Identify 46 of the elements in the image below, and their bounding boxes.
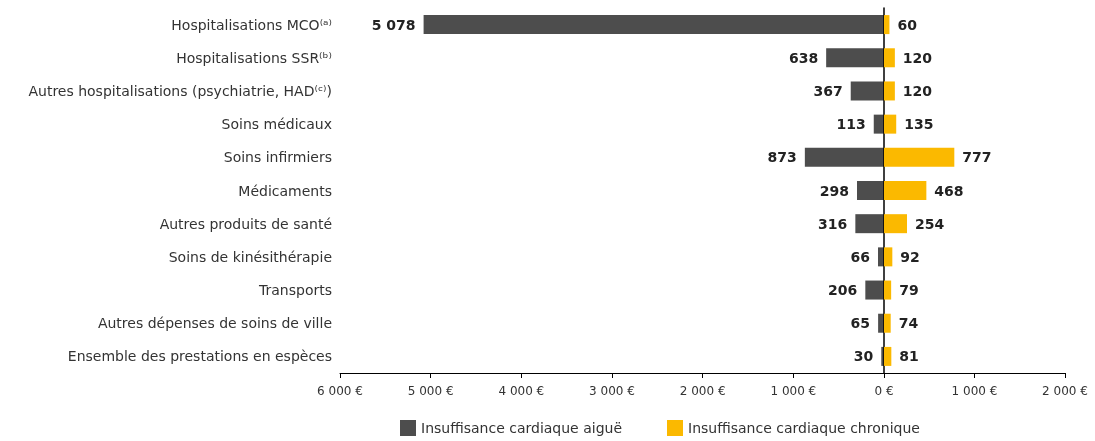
data-label: 316 (818, 215, 848, 232)
y-tick-label: Transports (258, 282, 332, 299)
data-label: 5 078 (371, 16, 416, 33)
data-label: 873 (767, 149, 797, 166)
data-label: 135 (904, 116, 934, 133)
y-tick-label: Ensemble des prestations en espèces (67, 348, 332, 365)
data-label: 92 (900, 248, 920, 265)
x-tick-label: 6 000 € (317, 384, 363, 398)
y-tick-label: Autres produits de santé (159, 215, 332, 232)
data-label: 74 (898, 315, 919, 332)
x-tick-label: 1 000 € (951, 384, 998, 398)
data-label: 81 (899, 348, 919, 365)
x-tick-label: 1 000 € (770, 384, 817, 398)
data-label: 777 (962, 149, 992, 166)
x-tick-label: 3 000 € (589, 384, 635, 398)
x-tick-label: 2 000 € (1042, 384, 1088, 398)
data-label: 638 (788, 49, 819, 66)
y-tick-label: Hospitalisations MCO⁽ᵃ⁾ (171, 16, 332, 33)
bar (884, 48, 895, 68)
bar (884, 15, 890, 35)
data-label: 468 (934, 182, 964, 199)
data-label: 206 (828, 282, 858, 299)
x-tick-label: 0 € (874, 384, 894, 398)
legend-label: Insuffisance cardiaque chronique (688, 420, 920, 436)
data-label: 60 (897, 16, 918, 33)
data-label: 254 (914, 215, 945, 232)
legend-label: Insuffisance cardiaque aiguë (421, 420, 623, 436)
x-tick-label: 5 000 € (407, 384, 454, 398)
y-tick-label: Soins infirmiers (223, 149, 332, 166)
x-tick-label: 4 000 € (498, 384, 545, 398)
data-label: 30 (853, 348, 874, 365)
data-label: 113 (836, 116, 866, 133)
data-label: 120 (902, 49, 933, 66)
data-label: 79 (899, 282, 919, 299)
data-label: 120 (902, 82, 933, 99)
x-tick-label: 2 000 € (679, 384, 726, 398)
y-tick-label: Autres hospitalisations (psychiatrie, HAD⁽ᶜ⁾) (28, 82, 332, 99)
y-tick-label: Autres dépenses de soins de ville (97, 315, 332, 332)
data-label: 298 (819, 182, 849, 199)
y-tick-label: Médicaments (238, 182, 332, 199)
y-tick-label: Soins médicaux (221, 116, 332, 133)
data-label: 65 (850, 315, 871, 332)
data-label: 367 (813, 82, 843, 99)
data-label: 66 (850, 248, 871, 265)
y-tick-label: Soins de kinésithérapie (168, 248, 332, 265)
y-tick-label: Hospitalisations SSR⁽ᵇ⁾ (176, 49, 332, 66)
